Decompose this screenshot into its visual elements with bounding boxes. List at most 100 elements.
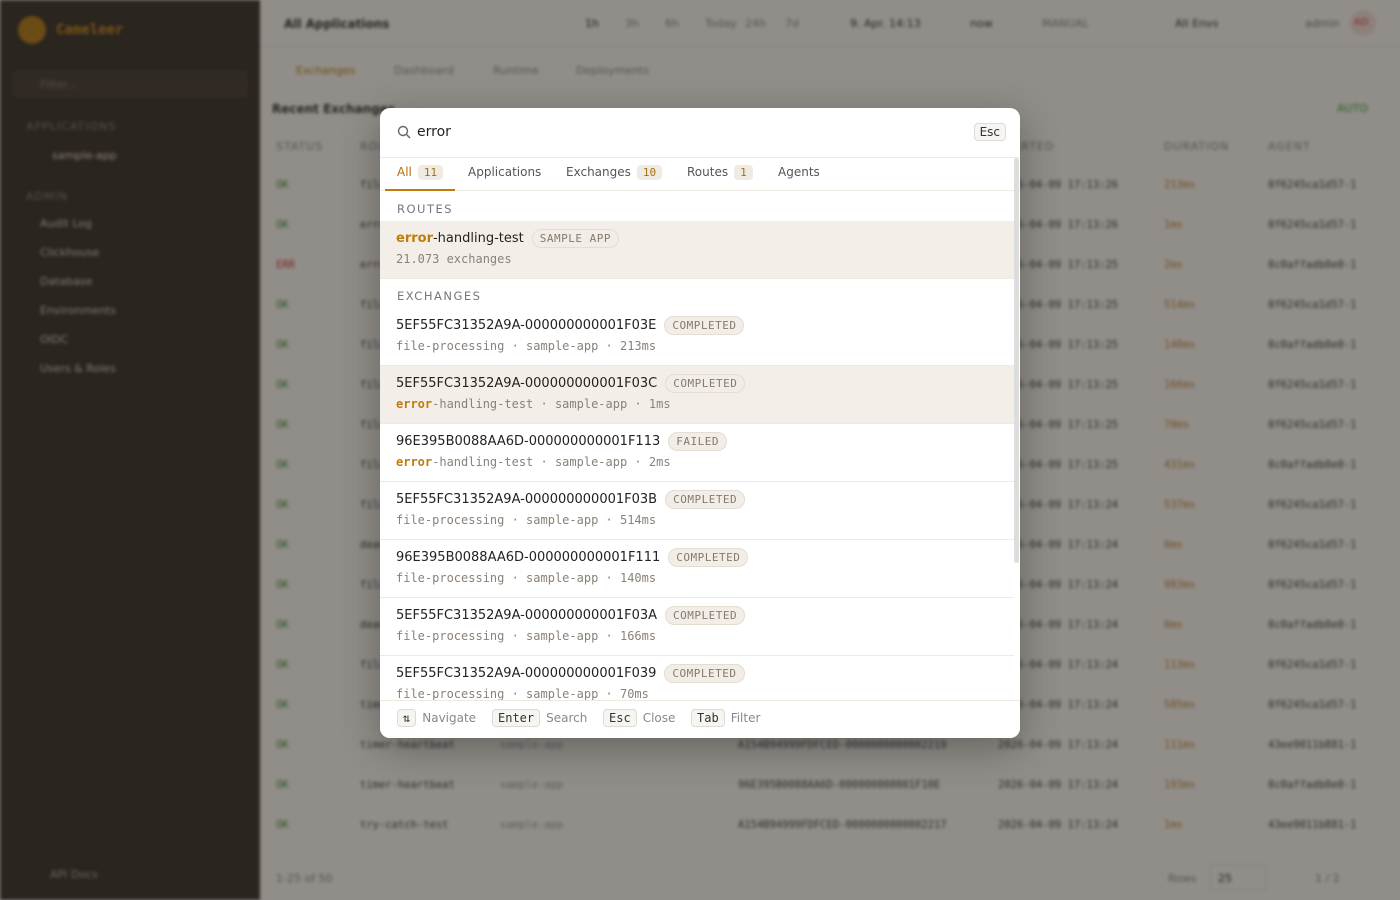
table-cell: 2026-04-09 17:13:24 xyxy=(998,779,1119,791)
filter-tab[interactable]: Exchanges 10 xyxy=(554,158,674,191)
filter-tab[interactable]: All 11 xyxy=(385,158,456,191)
api-docs[interactable]: API Docs xyxy=(50,868,98,881)
status-badge: COMPLETED xyxy=(668,548,749,567)
exchange-result[interactable]: 96E395B0088AA6D-000000000001F111 COMPLETE… xyxy=(380,540,1014,598)
table-cell: 2026-04-09 17:13:24 xyxy=(998,539,1119,551)
table-cell: 0ms xyxy=(1164,619,1183,631)
hint: Esc Close xyxy=(603,709,676,727)
page-size[interactable]: 25 xyxy=(1210,864,1266,890)
avatar[interactable]: AD xyxy=(1350,10,1376,36)
column-header: DURATION xyxy=(1164,140,1230,153)
table-cell: OK xyxy=(276,499,289,511)
route-result[interactable]: error-handling-test SAMPLE APP 21.073 exch… xyxy=(380,221,1014,279)
table-cell: 111ms xyxy=(1164,739,1196,751)
status-badge: COMPLETED xyxy=(665,490,746,509)
exchange-result[interactable]: 5EF55FC31352A9A-000000000001F039 COMPLETE… xyxy=(380,656,1014,700)
admin-item[interactable]: Clickhouse xyxy=(40,246,100,259)
section-title: ROUTES xyxy=(397,202,454,216)
hint-label: Close xyxy=(642,711,676,725)
status-badge: FAILED xyxy=(668,432,727,451)
exchange-result[interactable]: 5EF55FC31352A9A-000000000001F03E COMPLETE… xyxy=(380,308,1014,366)
app-item[interactable]: sample-app xyxy=(52,149,117,162)
exchange-title: 5EF55FC31352A9A-000000000001F03A COMPLETE… xyxy=(396,606,998,625)
table-cell: 113ms xyxy=(1164,659,1196,671)
hint-key: Enter xyxy=(492,709,541,727)
main-tab[interactable]: Runtime xyxy=(493,64,539,77)
table-cell: 2026-04-09 17:13:24 xyxy=(998,739,1119,751)
time-range[interactable]: 3h xyxy=(625,17,639,30)
filter-input[interactable]: Filter... xyxy=(12,70,248,98)
main-tab[interactable]: Dashboard xyxy=(394,64,454,77)
hint-label: Navigate xyxy=(422,711,477,725)
time-range[interactable]: 6h xyxy=(665,17,679,30)
exchange-id: 5EF55FC31352A9A-000000000001F039 xyxy=(396,666,657,681)
table-cell: 8f6245ca1d57-1 xyxy=(1268,699,1357,711)
badge: SAMPLE APP xyxy=(531,229,619,248)
route-title: error-handling-test SAMPLE APP xyxy=(396,229,998,248)
exchange-meta: file-processing · sample-app · 166ms xyxy=(396,629,998,643)
table-cell: 8f6245ca1d57-1 xyxy=(1268,659,1357,671)
table-cell: 2026-04-09 17:13:25 xyxy=(998,259,1119,271)
main-tab[interactable]: Deployments xyxy=(576,64,650,77)
meta-text: -handling-test · sample-app · 1ms xyxy=(432,397,671,411)
match: error xyxy=(396,455,433,469)
table-cell: A154B94999FDFCED-0000000000002219 xyxy=(738,739,947,751)
filter-tab[interactable]: Agents xyxy=(766,158,832,191)
time-range[interactable]: 7d xyxy=(785,17,799,30)
meta-text: file-processing · sample-app · 514ms xyxy=(396,513,657,527)
auto[interactable]: AUTO xyxy=(1337,102,1368,115)
exchange-meta: error-handling-test · sample-app · 1ms xyxy=(396,397,998,411)
admin-item[interactable]: Database xyxy=(40,275,93,288)
main-tab[interactable]: Exchanges xyxy=(296,64,356,77)
to: now xyxy=(970,17,993,30)
table-cell: 8f6245ca1d57-1 xyxy=(1268,299,1357,311)
table-cell: 514ms xyxy=(1164,299,1196,311)
route-meta: 21.073 exchanges xyxy=(396,252,512,266)
admin-item[interactable]: Users & Roles xyxy=(40,362,116,375)
admin-item[interactable]: Audit Log xyxy=(40,217,92,230)
scrollbar[interactable] xyxy=(1014,158,1019,563)
meta-text: file-processing · sample-app · 140ms xyxy=(396,571,657,585)
exchange-result[interactable]: 96E395B0088AA6D-000000000001F113 FAILED er… xyxy=(380,424,1014,482)
table-cell: 2026-04-09 17:13:24 xyxy=(998,579,1119,591)
table-cell: 8f6245ca1d57-1 xyxy=(1268,499,1357,511)
exchange-id: 96E395B0088AA6D-000000000001F113 xyxy=(396,434,661,449)
search-palette: error Esc ROUTES error-handling-test SAMPL… xyxy=(380,108,1020,738)
status-badge: COMPLETED xyxy=(665,606,746,625)
time-range[interactable]: 24h xyxy=(745,17,766,30)
filter-tab[interactable]: Routes 1 xyxy=(675,158,765,191)
table-cell: OK xyxy=(276,659,289,671)
hint: ⇅ Navigate xyxy=(397,709,477,727)
meta-text: file-processing · sample-app · 70ms xyxy=(396,687,649,700)
table-cell: sample-app xyxy=(500,779,564,791)
match: error xyxy=(396,231,433,246)
exchange-result[interactable]: 5EF55FC31352A9A-000000000001F03C COMPLETE… xyxy=(380,366,1014,424)
filter-tab[interactable]: Applications xyxy=(456,158,553,191)
table-cell: OK xyxy=(276,579,289,591)
esc-key[interactable]: Esc xyxy=(973,123,1006,141)
admin-item[interactable]: Environments xyxy=(40,304,116,317)
table-cell: 8f6245ca1d57-1 xyxy=(1268,419,1357,431)
status-badge: COMPLETED xyxy=(664,316,745,335)
exchange-result[interactable]: 5EF55FC31352A9A-000000000001F03B COMPLETE… xyxy=(380,482,1014,540)
table-cell: OK xyxy=(276,539,289,551)
table-cell: 8c0affadb0e0-1 xyxy=(1268,779,1357,791)
meta-text: file-processing · sample-app · 213ms xyxy=(396,339,657,353)
table-cell: sample-app xyxy=(500,819,564,831)
table-cell: 0ms xyxy=(1164,539,1183,551)
tab-label: Applications xyxy=(468,165,542,179)
hint: Enter Search xyxy=(492,709,587,727)
hint-key: Tab xyxy=(691,709,725,727)
time-range[interactable]: 1h xyxy=(585,17,599,30)
mode[interactable]: MANUAL xyxy=(1042,17,1089,30)
env[interactable]: All Envs xyxy=(1175,17,1219,30)
time-range[interactable]: Today xyxy=(705,17,737,30)
table-cell: try-catch-test xyxy=(360,819,449,831)
table-cell: 43ee9011b881-1 xyxy=(1268,819,1357,831)
search-input[interactable]: error xyxy=(417,124,451,140)
exchange-result[interactable]: 5EF55FC31352A9A-000000000001F03A COMPLETE… xyxy=(380,598,1014,656)
table-cell: OK xyxy=(276,619,289,631)
table-cell: timer-heartbeat xyxy=(360,779,455,791)
admin-item[interactable]: OIDC xyxy=(40,333,69,346)
scope[interactable]: All Applications xyxy=(284,17,390,31)
